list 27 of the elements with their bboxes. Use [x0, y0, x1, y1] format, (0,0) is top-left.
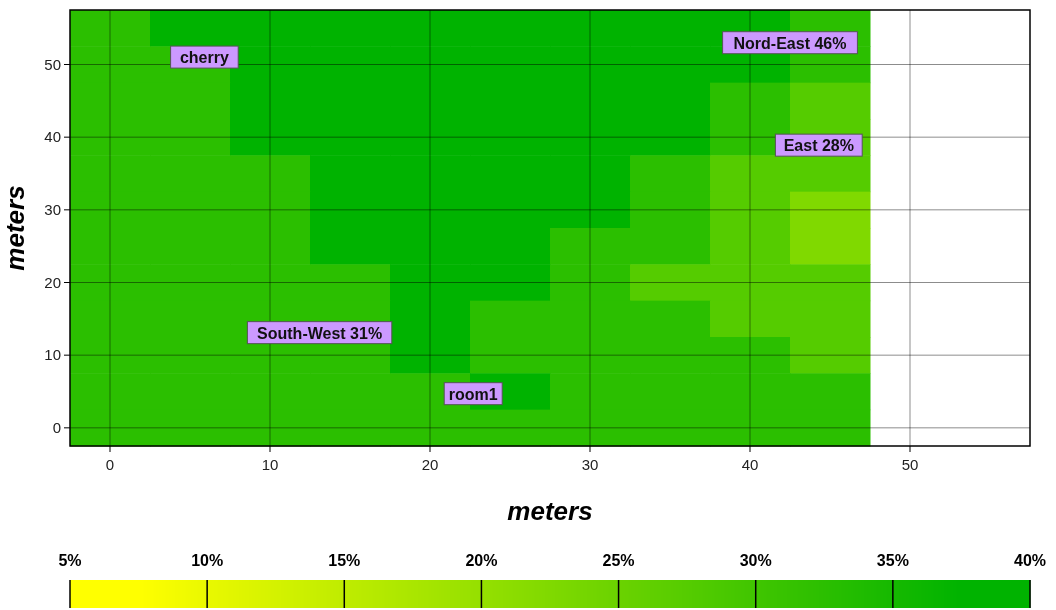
x-tick-label: 10	[261, 456, 279, 473]
x-axis-title: meters	[507, 496, 593, 526]
x-tick-label: 40	[741, 456, 759, 473]
color-bar-label: 5%	[58, 552, 82, 569]
y-tick-label: 40	[44, 128, 61, 146]
x-tick-label: 20	[421, 456, 439, 473]
y-tick-label: 0	[52, 418, 61, 436]
y-tick-label: 10	[44, 346, 61, 364]
y-axis-title: meters	[0, 185, 30, 271]
x-tick-label: 0	[105, 456, 115, 473]
annotation: Nord-East 46%	[733, 34, 847, 52]
annotation: East 28%	[783, 137, 854, 155]
color-bar-label: 15%	[328, 552, 361, 569]
color-bar-label: 35%	[876, 552, 909, 569]
annotation: room1	[448, 385, 498, 403]
y-tick-label: 20	[44, 273, 61, 291]
x-tick-label: 50	[901, 456, 919, 473]
color-bar-label: 40%	[1013, 552, 1047, 569]
x-tick-label: 30	[581, 456, 599, 473]
annotation: South-West 31%	[257, 324, 383, 342]
annotation: cherry	[179, 49, 229, 67]
color-bar-label: 30%	[739, 552, 772, 569]
y-tick-label: 50	[44, 55, 61, 73]
y-tick-label: 30	[44, 200, 61, 218]
color-bar-label: 20%	[465, 552, 498, 569]
color-bar-label: 10%	[191, 552, 224, 569]
color-bar-label: 25%	[602, 552, 635, 569]
